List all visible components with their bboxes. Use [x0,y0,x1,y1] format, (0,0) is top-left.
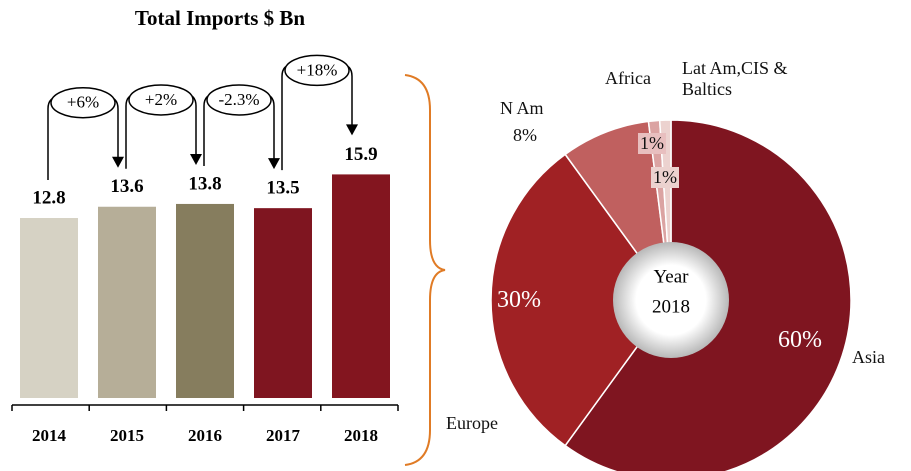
bar [254,208,312,398]
pie-value-label: 30% [497,287,541,313]
data-label: 12.8 [32,187,65,208]
arrow-head [268,158,280,170]
annotation-bubble [128,84,194,116]
annotation: +2% [145,90,177,109]
bar [176,203,234,398]
pie-value-label: 1% [651,167,679,188]
x-tick-label: 2018 [344,426,378,445]
annotation-bubble [206,84,272,116]
x-tick-label: 2014 [32,426,67,445]
pie-category-label: Europe [446,413,498,433]
pie-category-label: Asia [852,347,885,367]
pie-category-label: Africa [605,68,651,88]
annotation: -2.3% [218,90,259,109]
pie-value-label: 1% [638,133,666,154]
pie-slice [490,153,672,447]
data-label: 13.8 [188,173,221,194]
donut-hole [613,242,729,358]
annotation: +6% [67,93,99,112]
pie-category-label: N Am [500,98,544,118]
annotation: +18% [297,60,338,79]
bar [98,206,156,398]
data-label: 15.9 [344,144,377,165]
pie-category-label: Lat Am,CIS & Baltics [682,58,788,99]
pie-value-label: 8% [513,125,537,145]
chart-title: Total Imports $ Bn [135,6,305,30]
bar [332,174,390,398]
brace [404,74,446,466]
center-label: 2018 [652,296,690,317]
annotation-bubble [50,87,116,119]
arrow-head [346,124,358,136]
arrow-head [190,153,202,165]
x-tick-label: 2017 [266,426,301,445]
arrow-head [112,156,124,168]
data-label: 13.5 [266,178,299,199]
annotation-bubble [284,54,350,87]
bar [20,218,78,398]
data-label: 13.6 [110,176,143,197]
center-label: Year [653,266,689,287]
pie-value-label: 60% [778,327,822,353]
x-tick-label: 2016 [188,426,222,445]
x-tick-label: 2015 [110,426,144,445]
